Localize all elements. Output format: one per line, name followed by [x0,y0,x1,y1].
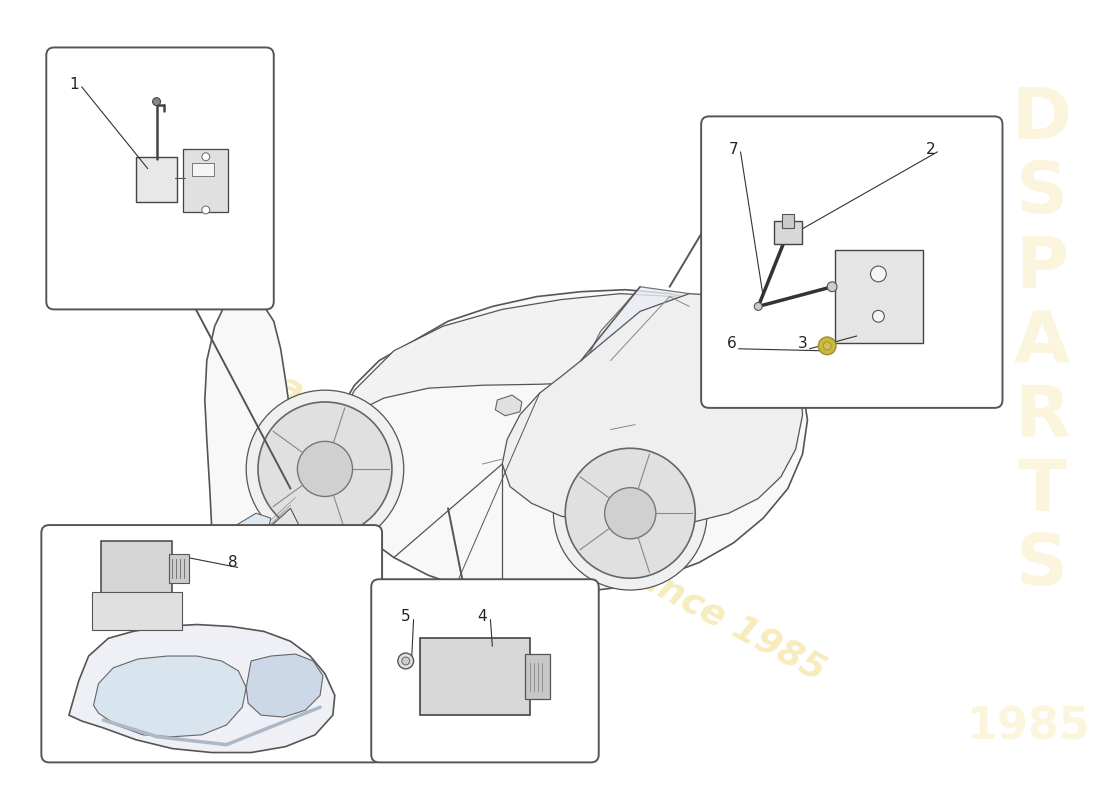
Polygon shape [211,508,306,578]
FancyBboxPatch shape [782,214,794,228]
Polygon shape [211,514,271,562]
Polygon shape [246,654,323,717]
Circle shape [202,206,210,214]
FancyBboxPatch shape [42,525,382,762]
Text: 1985: 1985 [967,706,1091,748]
FancyBboxPatch shape [420,638,530,715]
Text: 5: 5 [400,609,410,624]
Circle shape [755,302,762,310]
FancyBboxPatch shape [101,541,173,596]
Text: 7: 7 [728,142,738,157]
Circle shape [246,390,404,548]
FancyBboxPatch shape [372,579,598,762]
FancyBboxPatch shape [701,116,1002,408]
FancyBboxPatch shape [192,162,213,177]
Circle shape [872,310,884,322]
Circle shape [202,153,210,161]
FancyBboxPatch shape [525,654,550,699]
FancyBboxPatch shape [184,149,229,212]
Text: 4: 4 [477,609,487,624]
Circle shape [870,266,887,282]
Polygon shape [586,286,788,400]
Polygon shape [94,656,246,737]
Polygon shape [205,290,807,594]
Polygon shape [495,395,521,416]
Text: a passion for parts since 1985: a passion for parts since 1985 [272,369,830,687]
Circle shape [565,448,695,578]
Circle shape [818,337,836,354]
FancyBboxPatch shape [774,221,802,245]
FancyBboxPatch shape [91,592,183,630]
Text: 2: 2 [926,142,935,157]
FancyBboxPatch shape [46,47,274,310]
Circle shape [827,282,837,292]
Circle shape [402,657,409,665]
Polygon shape [503,294,803,526]
Polygon shape [69,625,334,753]
Text: 8: 8 [228,554,238,570]
Circle shape [153,98,161,106]
Polygon shape [290,294,748,508]
Text: 6: 6 [727,336,737,351]
FancyBboxPatch shape [835,250,923,343]
Text: 1: 1 [69,77,78,92]
Circle shape [258,402,392,536]
Text: 3: 3 [798,336,807,351]
Circle shape [605,488,656,539]
Circle shape [297,442,352,497]
Text: D
S
P
A
R
T
S: D S P A R T S [1012,85,1071,600]
Circle shape [553,437,707,590]
FancyBboxPatch shape [136,157,177,202]
Circle shape [398,653,414,669]
Circle shape [823,342,832,350]
FancyBboxPatch shape [169,554,189,583]
